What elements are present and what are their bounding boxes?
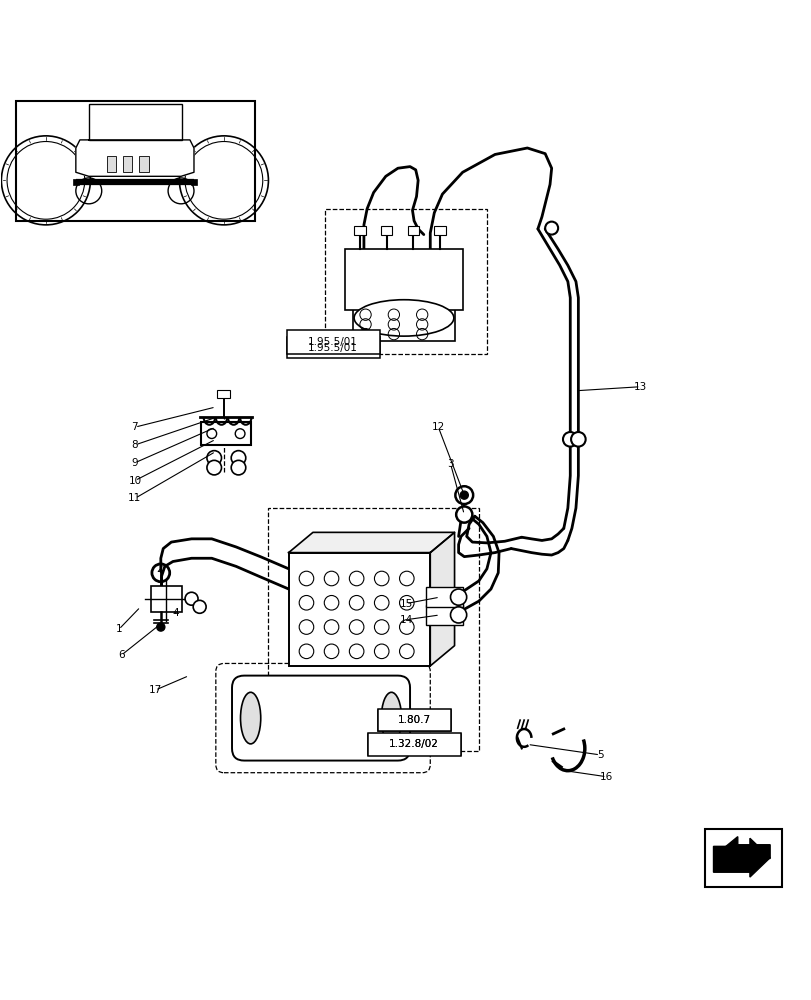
Bar [377,710,450,731]
Text: 10: 10 [128,476,141,486]
Circle shape [157,623,165,631]
Circle shape [562,432,577,447]
Text: 6: 6 [118,650,124,660]
Text: 1.95.5/01: 1.95.5/01 [308,343,358,353]
Ellipse shape [381,692,401,744]
Text: 14: 14 [399,615,412,625]
Circle shape [570,432,585,447]
Bar [191,179,197,185]
Bar [288,553,430,666]
Text: 1.80.7: 1.80.7 [397,715,430,725]
Circle shape [231,460,246,475]
Bar [151,586,182,612]
Bar [353,308,454,341]
Text: 1.95.5/01: 1.95.5/01 [308,337,358,347]
Text: 13: 13 [633,382,646,392]
Bar [286,337,380,358]
Bar [122,156,132,172]
Bar [88,104,182,140]
Text: 8: 8 [131,440,138,450]
Polygon shape [713,838,769,877]
Circle shape [450,589,466,605]
Text: 16: 16 [599,772,612,782]
FancyBboxPatch shape [232,676,410,761]
Circle shape [207,451,221,465]
Ellipse shape [240,692,260,744]
Circle shape [460,491,468,499]
Bar [426,605,462,625]
Text: 1.32.8/02: 1.32.8/02 [388,739,439,749]
Polygon shape [719,837,769,867]
Text: 12: 12 [431,422,444,432]
Text: 5: 5 [596,750,603,760]
Bar [324,209,487,354]
Bar [72,179,79,185]
Text: 1.32.8/02: 1.32.8/02 [388,739,439,749]
Bar [407,226,418,235]
Bar [16,101,255,221]
Bar [380,226,392,235]
Bar [367,734,460,755]
Bar [705,829,781,887]
Bar [345,249,462,310]
Bar [434,226,445,235]
Ellipse shape [354,300,453,336]
Bar [139,156,148,172]
Text: 1: 1 [115,624,122,634]
Bar [377,709,450,731]
Text: 11: 11 [128,493,141,503]
Text: 9: 9 [131,458,138,468]
Polygon shape [75,140,194,176]
Text: 7: 7 [131,422,138,432]
Bar [426,587,462,607]
Text: 3: 3 [447,459,453,469]
Circle shape [450,607,466,623]
Text: 17: 17 [148,685,161,695]
Bar [367,733,460,756]
Circle shape [456,506,472,523]
Polygon shape [288,532,454,553]
Bar [354,226,365,235]
Text: 15: 15 [399,599,412,609]
Circle shape [185,592,198,605]
Text: 4: 4 [172,608,178,618]
FancyBboxPatch shape [217,390,230,398]
Circle shape [193,600,206,613]
Circle shape [455,486,473,504]
Circle shape [207,460,221,475]
Bar [286,330,380,354]
Text: 1.80.7: 1.80.7 [397,715,430,725]
Bar [268,508,478,751]
Polygon shape [430,532,454,666]
Bar [106,156,116,172]
Bar [201,422,251,445]
Circle shape [544,222,557,235]
Circle shape [231,451,246,465]
Text: 2: 2 [156,564,162,574]
